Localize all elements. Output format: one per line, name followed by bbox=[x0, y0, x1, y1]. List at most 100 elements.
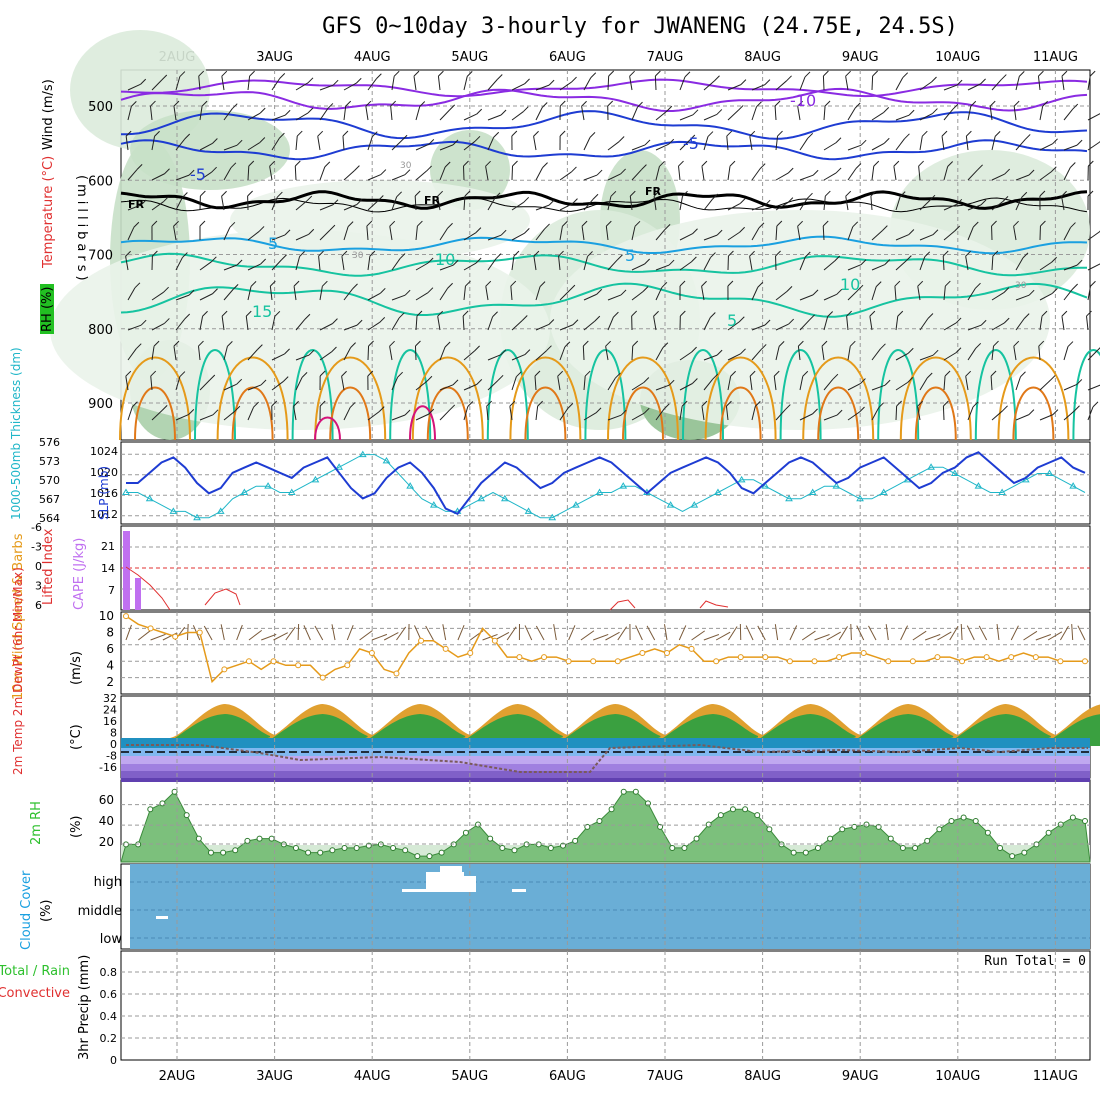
wind-barb bbox=[593, 634, 608, 640]
wind-barb-flag bbox=[1038, 71, 1043, 76]
wind-barb bbox=[237, 625, 243, 640]
series-point bbox=[1009, 655, 1014, 660]
rh-point bbox=[184, 813, 189, 818]
date-label: 5AUG bbox=[451, 1069, 488, 1084]
wind-barb-flag bbox=[693, 110, 698, 115]
wind-barb-flag bbox=[645, 140, 650, 145]
wind-barb-flag bbox=[590, 132, 595, 137]
cape-tick: 14 bbox=[101, 562, 115, 575]
rh-point bbox=[306, 850, 311, 855]
wind-barb-flag bbox=[904, 134, 909, 139]
wind-barb-flag bbox=[1087, 311, 1092, 316]
wind-barb bbox=[1078, 626, 1085, 640]
wind-barb bbox=[332, 624, 335, 640]
wind-barb-flag bbox=[679, 161, 684, 166]
wind-barb bbox=[655, 76, 656, 90]
rh-point bbox=[172, 789, 177, 794]
li-line bbox=[610, 600, 635, 610]
wind-barb-flag bbox=[494, 132, 499, 137]
wind-barb-flag bbox=[477, 109, 482, 114]
rh-point bbox=[840, 827, 845, 832]
series-point bbox=[517, 655, 522, 660]
wind-barb bbox=[704, 114, 717, 120]
wind-barb-flag bbox=[919, 161, 924, 166]
wind-barb-flag bbox=[846, 191, 851, 196]
precip-tick: 0.4 bbox=[100, 1010, 118, 1023]
series-point bbox=[1083, 659, 1088, 664]
wind-barb-flag bbox=[260, 108, 265, 113]
rh-point bbox=[743, 807, 748, 812]
wind-barb bbox=[752, 107, 756, 120]
precip-ticks: 0.80.60.40.20 bbox=[100, 966, 118, 1067]
wind-barb bbox=[896, 139, 904, 150]
wind-barb-flag bbox=[619, 137, 624, 142]
precip-axis-label: 3hr Precip (mm) bbox=[77, 955, 92, 1060]
rh-point bbox=[767, 827, 772, 832]
date-label: 8AUG bbox=[744, 1069, 781, 1084]
date-label: 7AUG bbox=[647, 50, 684, 65]
wind-barb bbox=[1040, 380, 1050, 390]
wind-barb bbox=[896, 406, 897, 420]
rh-blob bbox=[550, 210, 1050, 430]
series-point bbox=[542, 655, 547, 660]
wind-barb bbox=[583, 346, 584, 360]
wind-barb-flag bbox=[560, 101, 565, 106]
wind-barb-flag bbox=[280, 73, 285, 78]
rh-point bbox=[998, 845, 1003, 850]
precip-tick: 0.8 bbox=[100, 966, 118, 979]
cloud-patch bbox=[512, 889, 526, 892]
wind-barb bbox=[728, 203, 740, 210]
wind-barb bbox=[569, 625, 575, 640]
cloud-level-low: low bbox=[100, 932, 123, 947]
contour-label: 30 bbox=[352, 251, 364, 261]
temperature-bands bbox=[121, 704, 1100, 782]
slp-grid bbox=[121, 442, 1090, 524]
wind-barb bbox=[704, 199, 713, 210]
wind-barb-flag bbox=[775, 101, 780, 106]
wind-barb-flag bbox=[741, 80, 746, 85]
precip-grid bbox=[121, 951, 1090, 1060]
wind-barb bbox=[582, 106, 584, 120]
series-point bbox=[492, 638, 497, 643]
wind-barb-flag bbox=[394, 71, 399, 76]
wind-barb-flag bbox=[333, 80, 338, 85]
wind-barb bbox=[750, 136, 752, 150]
wind-barb-flag bbox=[591, 73, 596, 78]
contour-line bbox=[1013, 388, 1053, 441]
wind-barb bbox=[727, 136, 728, 150]
wind-barb bbox=[775, 106, 776, 120]
wind-barb-flag bbox=[884, 138, 889, 143]
date-label: 4AUG bbox=[354, 1069, 391, 1084]
cape-bar bbox=[135, 578, 141, 610]
wind-barb bbox=[261, 634, 276, 640]
wind-barb bbox=[776, 173, 788, 180]
wind-barb-flag bbox=[354, 166, 359, 171]
series-point bbox=[345, 663, 350, 668]
rh-point bbox=[488, 836, 493, 841]
wind-barb bbox=[464, 114, 477, 120]
wind-barb bbox=[274, 633, 288, 640]
wind-barb bbox=[608, 76, 609, 90]
wind-barb bbox=[824, 173, 836, 180]
rh-point bbox=[937, 827, 942, 832]
series-point bbox=[615, 659, 620, 664]
rh-point bbox=[196, 836, 201, 841]
wind-tick: 8 bbox=[106, 626, 114, 640]
wind-barb bbox=[415, 346, 416, 360]
contour-label: 30 bbox=[400, 161, 412, 171]
wind-barb-flag bbox=[501, 110, 506, 115]
date-label: 9AUG bbox=[842, 1069, 879, 1084]
wind-barb bbox=[272, 78, 280, 90]
thickness-tick: 564 bbox=[39, 512, 60, 525]
rh2m-area bbox=[121, 789, 1090, 862]
contour-line bbox=[1073, 350, 1100, 440]
wind-barb-flag bbox=[1062, 71, 1067, 76]
wind-barb bbox=[1064, 347, 1068, 360]
wind-barb bbox=[1016, 76, 1019, 90]
wind-barb bbox=[368, 137, 372, 150]
wind-barb bbox=[871, 196, 872, 210]
